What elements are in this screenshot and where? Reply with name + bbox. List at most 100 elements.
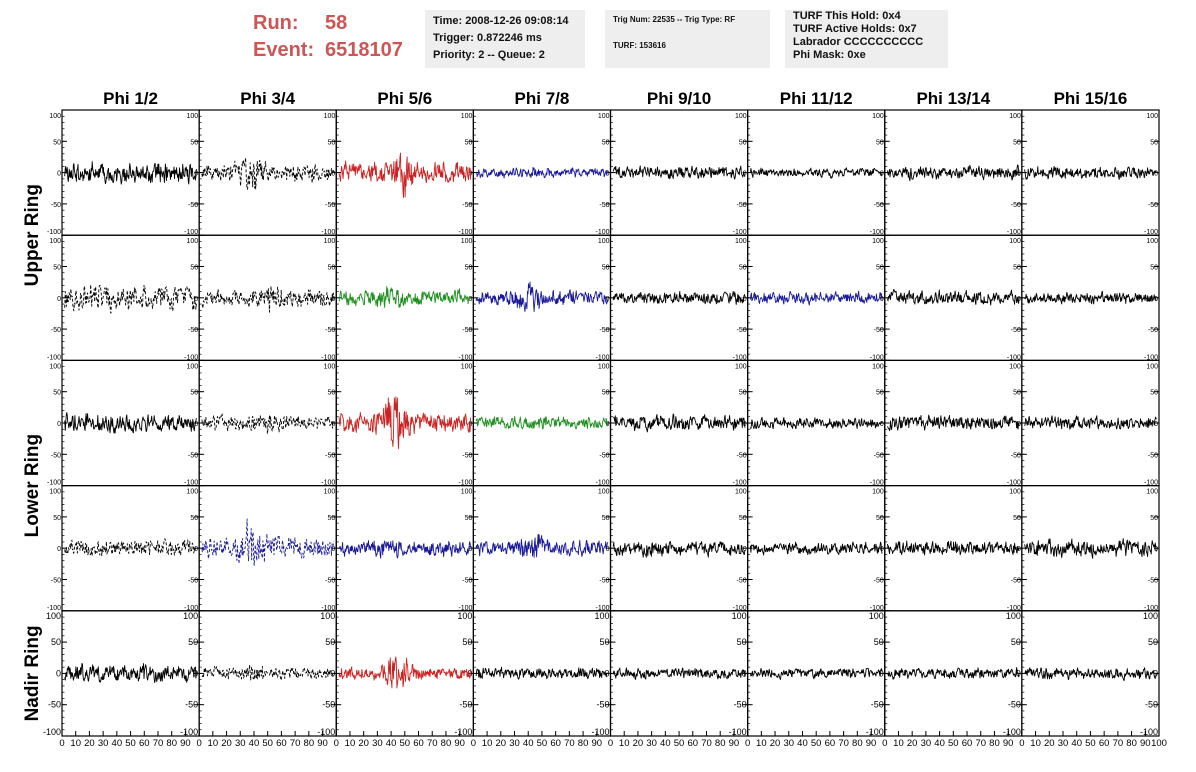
y-tick-label: 100 bbox=[1146, 363, 1158, 370]
y-tick-label: -100 bbox=[458, 480, 472, 487]
run-event-block: Run: 58 Event: 6518107 bbox=[253, 10, 403, 64]
trig-info-box: Trig Num: 22535 -- Trig Type: RF TURF: 1… bbox=[605, 10, 770, 68]
x-tick-label: 80 bbox=[441, 738, 452, 749]
x-tick-label: 40 bbox=[934, 738, 945, 749]
y-tick-label: 100 bbox=[1009, 113, 1021, 120]
y-tick-label: -50 bbox=[1148, 327, 1158, 334]
y-tick-label: 50 bbox=[327, 265, 335, 272]
y-tick-label: 100 bbox=[1009, 489, 1021, 496]
y-tick-label: -100 bbox=[321, 480, 335, 487]
y-tick-label: 50 bbox=[327, 139, 335, 146]
y-tick-label: -50 bbox=[325, 202, 335, 209]
waveform-trace bbox=[338, 540, 472, 559]
waveform-trace bbox=[201, 157, 334, 190]
y-tick-label: 50 bbox=[327, 515, 335, 522]
y-tick-label: -50 bbox=[51, 327, 61, 334]
y-tick-label: 0 bbox=[194, 421, 198, 428]
x-tick-label: 20 bbox=[1044, 738, 1055, 749]
waveform-trace bbox=[64, 161, 197, 185]
x-tick-label: 0 bbox=[59, 738, 64, 749]
y-tick-label: 100 bbox=[183, 611, 198, 621]
y-tick-label: 50 bbox=[1150, 390, 1158, 397]
x-tick-label: 0 bbox=[471, 738, 476, 749]
x-tick-label: 70 bbox=[290, 738, 301, 749]
y-tick-label: 100 bbox=[49, 238, 61, 245]
y-tick-label: 50 bbox=[190, 390, 198, 397]
y-tick-label: -100 bbox=[184, 229, 198, 236]
y-tick-label: -100 bbox=[1007, 354, 1021, 361]
waveform-trace bbox=[475, 415, 609, 430]
y-tick-label: 50 bbox=[327, 390, 335, 397]
x-tick-label: 10 bbox=[208, 738, 219, 749]
y-tick-label: 100 bbox=[872, 113, 884, 120]
waveform-trace bbox=[64, 662, 197, 684]
y-tick-label: 0 bbox=[331, 421, 335, 428]
x-tick-label: 80 bbox=[715, 738, 726, 749]
y-tick-label: -50 bbox=[874, 578, 884, 585]
x-tick-label: 90 bbox=[317, 738, 328, 749]
y-tick-label: 0 bbox=[194, 296, 198, 303]
x-tick-label: 10 bbox=[70, 738, 81, 749]
y-tick-label: -50 bbox=[874, 202, 884, 209]
y-tick-label: 100 bbox=[324, 238, 336, 245]
y-tick-label: -100 bbox=[1144, 480, 1158, 487]
trigger-line: Trigger: 0.872246 ms bbox=[433, 32, 542, 44]
y-tick-label: 100 bbox=[598, 363, 610, 370]
event-label: Event: bbox=[253, 39, 315, 61]
x-tick-label: 10 bbox=[1030, 738, 1041, 749]
column-header: Phi 9/10 bbox=[647, 89, 711, 108]
y-tick-label: 50 bbox=[602, 390, 610, 397]
x-tick-label: 0 bbox=[745, 738, 750, 749]
waveform-trace bbox=[1024, 415, 1157, 430]
x-tick-label: 50 bbox=[400, 738, 411, 749]
column-header: Phi 3/4 bbox=[240, 89, 295, 108]
y-tick-label: 100 bbox=[186, 238, 198, 245]
y-tick-label: 50 bbox=[1150, 515, 1158, 522]
x-tick-label: 60 bbox=[1099, 738, 1110, 749]
y-tick-label: 0 bbox=[743, 546, 747, 553]
y-tick-label: 50 bbox=[190, 515, 198, 522]
y-tick-label: 0 bbox=[57, 296, 61, 303]
y-tick-label: 0 bbox=[331, 546, 335, 553]
y-tick-label: 100 bbox=[1146, 113, 1158, 120]
panel-frame bbox=[198, 359, 337, 487]
x-tick-label: 40 bbox=[249, 738, 260, 749]
y-tick-label: -50 bbox=[1148, 452, 1158, 459]
waveform-trace bbox=[749, 167, 883, 179]
y-tick-label: 0 bbox=[194, 546, 198, 553]
waveform-trace bbox=[1024, 538, 1157, 559]
y-tick-label: 50 bbox=[602, 139, 610, 146]
y-tick-label: 0 bbox=[743, 171, 747, 178]
turf-line: TURF: 153616 bbox=[613, 41, 666, 50]
run-row: Run: 58 bbox=[253, 10, 403, 37]
y-tick-label: 100 bbox=[1009, 238, 1021, 245]
x-tick-label: 50 bbox=[537, 738, 548, 749]
x-tick-label: 60 bbox=[962, 738, 973, 749]
time-line: Time: 2008-12-26 09:08:14 bbox=[433, 15, 569, 27]
y-tick-label: -50 bbox=[459, 700, 472, 710]
y-tick-label: -100 bbox=[458, 605, 472, 612]
y-tick-label: -50 bbox=[1011, 327, 1021, 334]
x-tick-label: 90 bbox=[729, 738, 740, 749]
x-tick-label: 20 bbox=[221, 738, 232, 749]
y-tick-label: -50 bbox=[737, 452, 747, 459]
x-tick-label: 60 bbox=[139, 738, 150, 749]
y-tick-label: 100 bbox=[732, 611, 747, 621]
y-tick-label: -50 bbox=[188, 452, 198, 459]
y-tick-label: 100 bbox=[735, 489, 747, 496]
y-tick-label: 100 bbox=[461, 489, 473, 496]
x-tick-label: 0 bbox=[334, 738, 339, 749]
waveform-trace bbox=[338, 152, 472, 198]
x-tick-label: 50 bbox=[674, 738, 685, 749]
x-tick-label: 10 bbox=[345, 738, 356, 749]
y-tick-label: -100 bbox=[321, 229, 335, 236]
y-tick-label: -50 bbox=[51, 578, 61, 585]
waveform-trace bbox=[887, 289, 1020, 306]
x-tick-label: 90 bbox=[591, 738, 602, 749]
ring-label: Nadir Ring bbox=[22, 625, 43, 721]
y-tick-label: 50 bbox=[1013, 139, 1021, 146]
y-tick-label: -100 bbox=[1144, 605, 1158, 612]
x-tick-label: 30 bbox=[98, 738, 109, 749]
x-tick-label: 10 bbox=[482, 738, 493, 749]
x-tick-label: 70 bbox=[427, 738, 438, 749]
